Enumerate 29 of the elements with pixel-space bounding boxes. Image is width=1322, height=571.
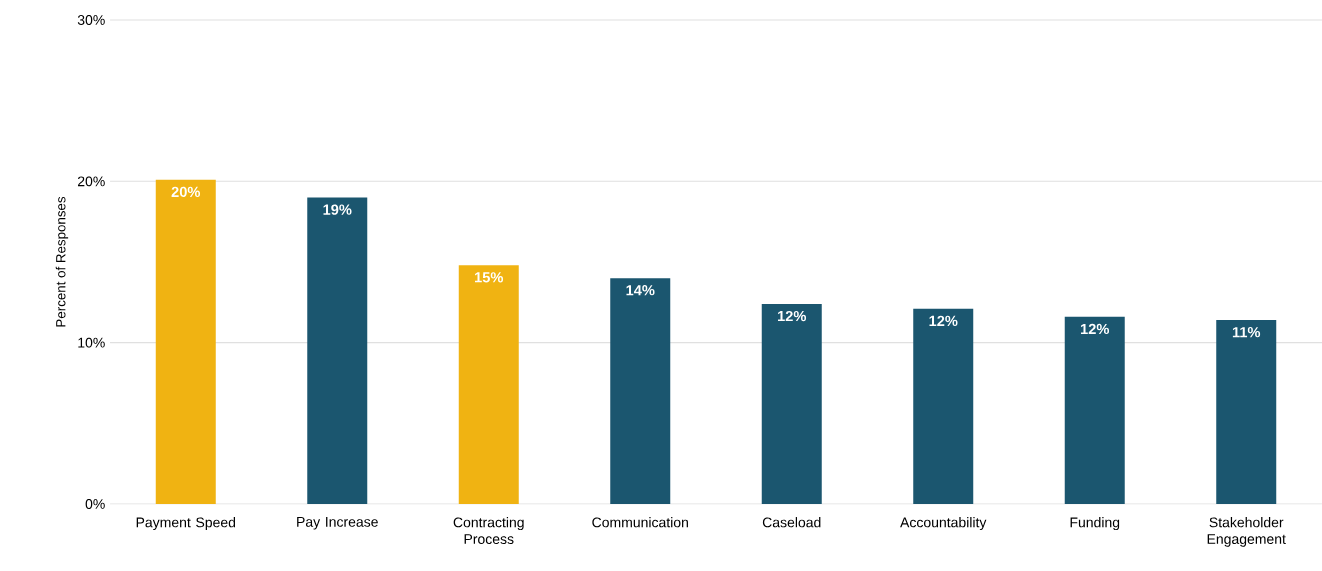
- y-tick-label: 10%: [78, 337, 105, 348]
- y-tick-label: 30%: [77, 15, 105, 25]
- bar: [155, 179, 216, 504]
- data-label: 11%: [1232, 327, 1261, 338]
- data-label: 12%: [929, 315, 958, 327]
- x-tick-label: Caseload: [762, 517, 821, 528]
- bar: [1216, 320, 1277, 504]
- x-tick-label: Pay Increase: [297, 517, 378, 530]
- bar: [610, 278, 671, 504]
- bar: [913, 308, 974, 504]
- x-tick-label: Stakeholder Engagement: [1207, 517, 1286, 547]
- x-tick-label: Accountability: [900, 517, 987, 531]
- y-tick-label: 0%: [85, 499, 105, 509]
- x-tick-label: Contracting Process: [453, 517, 524, 545]
- x-tick-label: Payment Speed: [136, 517, 236, 531]
- bar: [1064, 316, 1125, 504]
- data-label: 20%: [171, 186, 201, 198]
- x-tick-label: Communication: [592, 517, 688, 528]
- data-label: 19%: [323, 204, 352, 215]
- x-tick-label: Funding: [1070, 517, 1120, 531]
- bar: [458, 265, 519, 504]
- bar: [307, 197, 368, 504]
- bar: [761, 303, 822, 504]
- y-axis-title: Percent of Responses: [55, 196, 69, 327]
- data-label: 14%: [626, 285, 655, 296]
- y-tick-label: 20%: [77, 176, 105, 187]
- data-label: 12%: [1080, 323, 1110, 335]
- data-label: 15%: [475, 272, 504, 283]
- data-label: 12%: [777, 310, 807, 322]
